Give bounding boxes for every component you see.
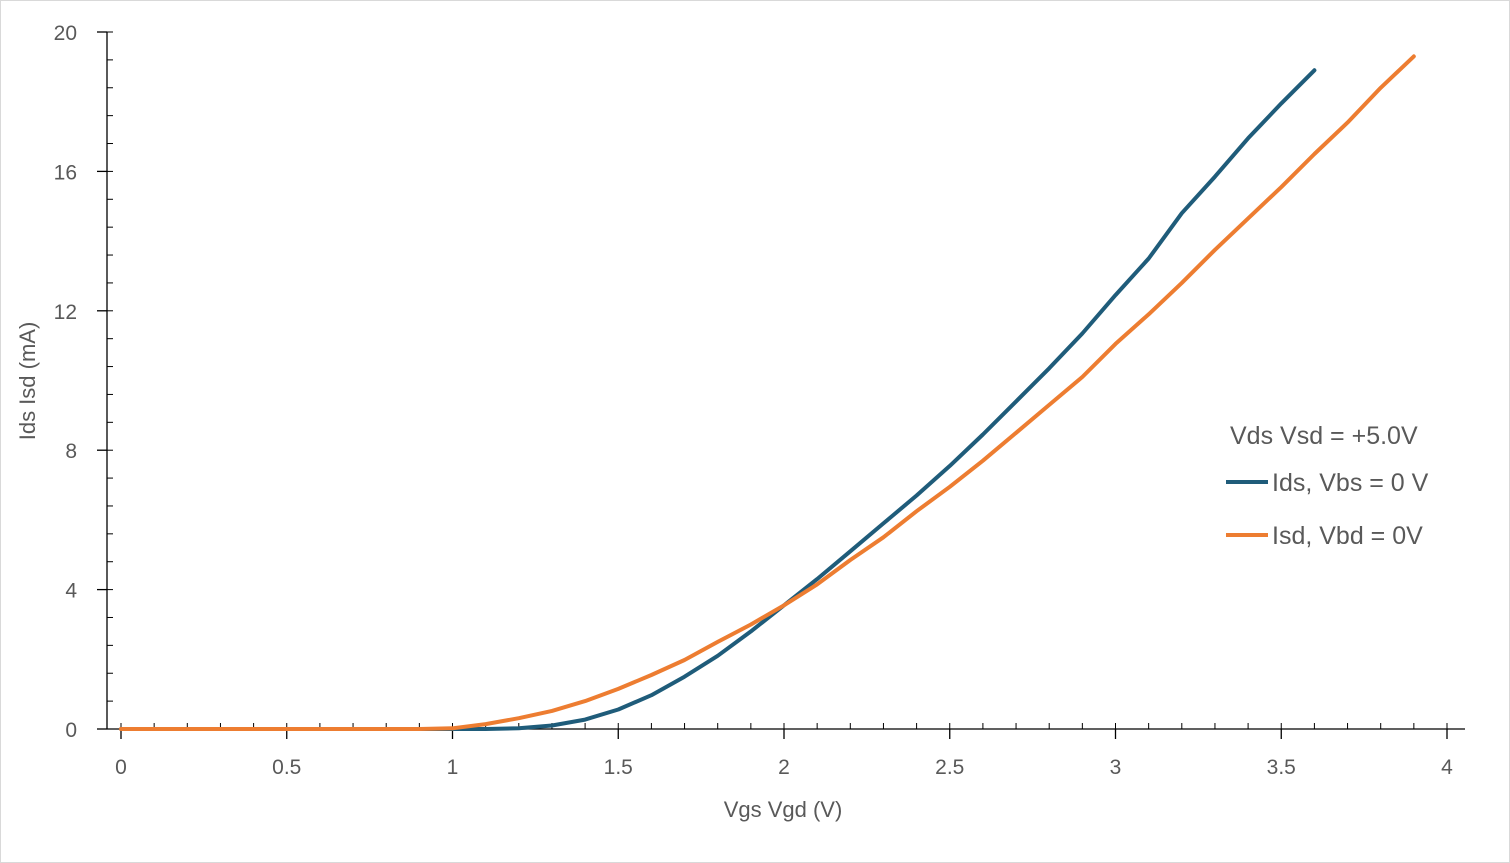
y-tick-label: 16 bbox=[54, 161, 77, 184]
series-line-ids bbox=[119, 68, 1317, 731]
x-axis-title: Vgs Vgd (V) bbox=[724, 797, 843, 822]
x-tick-label: 0.5 bbox=[272, 756, 301, 779]
x-tick-label: 2 bbox=[778, 756, 790, 779]
y-tick-label: 20 bbox=[54, 22, 77, 45]
x-tick-label: 4 bbox=[1441, 756, 1453, 779]
x-tick-label: 3 bbox=[1110, 756, 1122, 779]
x-tick-label: 0 bbox=[115, 756, 127, 779]
y-tick-label: 4 bbox=[65, 580, 77, 603]
series-line-isd bbox=[119, 54, 1416, 731]
x-tick-label: 2.5 bbox=[935, 756, 964, 779]
legend-label-isd: Isd, Vbd = 0V bbox=[1272, 522, 1423, 550]
y-tick-label: 12 bbox=[54, 301, 77, 324]
x-tick-label: 3.5 bbox=[1267, 756, 1296, 779]
x-tick-label: 1 bbox=[447, 756, 459, 779]
x-tick-label: 1.5 bbox=[604, 756, 633, 779]
legend-label-ids: Ids, Vbs = 0 V bbox=[1272, 469, 1429, 497]
legend-layer: Vds Vsd = +5.0V Ids, Vbs = 0 V Isd, Vbd … bbox=[1226, 422, 1429, 550]
series-layer bbox=[119, 54, 1416, 731]
y-axis-title: Ids Isd (mA) bbox=[15, 322, 40, 441]
y-tick-label: 0 bbox=[65, 719, 77, 742]
y-tick-label: 8 bbox=[65, 440, 77, 463]
legend-title: Vds Vsd = +5.0V bbox=[1230, 422, 1418, 450]
